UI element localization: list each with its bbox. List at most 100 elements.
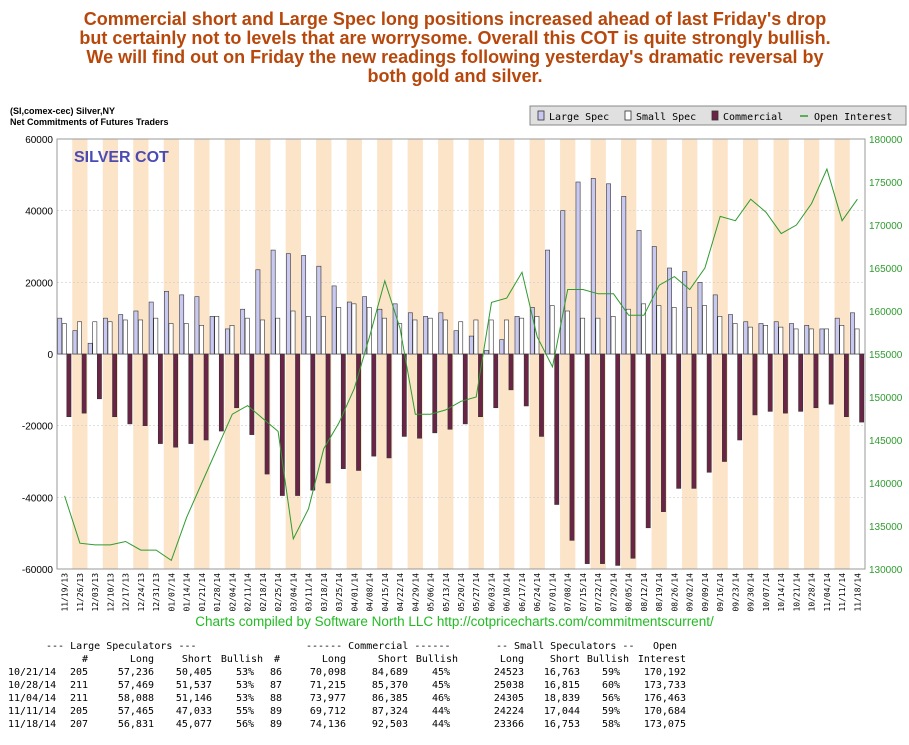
table-cell: 173,733 — [643, 680, 686, 691]
table-cell: 89 — [270, 706, 283, 717]
large-spec-bar — [331, 285, 337, 355]
table-cell: 17,044 — [543, 706, 580, 717]
commercial-bar — [645, 353, 651, 529]
large-spec-bar — [164, 290, 169, 355]
x-tick-label: 09/30/14 — [747, 573, 756, 612]
commercial-bar — [676, 353, 682, 489]
commercial-bar — [386, 353, 392, 459]
x-tick-label: 08/12/14 — [640, 573, 649, 612]
large-spec-bar — [850, 312, 855, 355]
commercial-bar — [737, 353, 743, 441]
small-spec-bar — [610, 316, 616, 355]
table-cell: 11/04/14 — [8, 693, 57, 704]
commercial-bar — [615, 353, 621, 566]
open-interest-line — [64, 167, 858, 562]
table-cell: 59% — [601, 667, 620, 678]
commercial-bar — [81, 353, 87, 414]
small-spec-bar — [580, 317, 586, 355]
large-spec-bar — [87, 342, 93, 355]
table-cell: 51,146 — [175, 693, 212, 704]
x-tick-label: 09/16/14 — [716, 573, 725, 612]
small-spec-bar — [107, 321, 113, 355]
small-spec-bar — [763, 325, 768, 355]
x-tick-label: 03/25/14 — [335, 573, 344, 612]
x-tick-label: 07/29/14 — [610, 573, 619, 612]
small-spec-bar — [854, 328, 860, 355]
large-spec-bar — [255, 269, 261, 355]
table-cell: 59% — [601, 706, 620, 717]
legend-label-small-spec: Small Spec — [636, 112, 696, 123]
table-cell: 11/11/14 — [8, 706, 57, 717]
x-tick-label: 11/19/13 — [61, 573, 70, 612]
large-spec-bar — [72, 330, 78, 355]
x-axis-labels: 11/19/13 11/26/13 12/03/13 12/10/13 12/17/13… — [61, 573, 863, 612]
commercial-bar — [630, 353, 636, 559]
small-spec-bar — [122, 319, 128, 355]
small-spec-bar — [168, 323, 174, 355]
large-spec-bar — [743, 321, 749, 355]
large-spec-bar — [179, 294, 185, 355]
commercial-bar — [173, 353, 179, 448]
x-tick-label: 11/18/14 — [853, 573, 862, 612]
commercial-bar — [691, 353, 697, 489]
large-spec-bar — [103, 317, 108, 355]
x-tick-label: 04/15/14 — [381, 573, 390, 612]
x-tick-label: 12/31/13 — [152, 573, 161, 612]
small-spec-bar — [519, 317, 525, 355]
table-cell: 46% — [431, 693, 450, 704]
legend-swatch-commercial — [711, 110, 719, 121]
legend-label-commercial: Commercial — [723, 112, 783, 123]
small-spec-bar — [732, 323, 738, 355]
table-cell: 24224 — [493, 706, 524, 717]
y-left-tick-label: -20000 — [22, 422, 54, 433]
legend-label-open-interest: Open Interest — [814, 112, 892, 123]
table-cell: 170,684 — [643, 706, 686, 717]
x-tick-label: 02/25/14 — [274, 573, 283, 612]
table-cell: 69,712 — [309, 706, 346, 717]
table-cell: 57,236 — [117, 667, 154, 678]
table-cell: 10/28/14 — [8, 680, 57, 691]
large-spec-bar — [301, 255, 307, 355]
x-tick-label: 01/28/14 — [213, 573, 222, 612]
headline-line: Commercial short and Large Spec long pos… — [83, 9, 827, 29]
chart-header-line1: (SI,comex-cec) Silver,NY — [10, 106, 115, 116]
x-tick-label: 07/01/14 — [549, 573, 558, 612]
chart-header-line2: Net Commitments of Futures Traders — [10, 117, 169, 127]
x-tick-label: 02/18/14 — [259, 573, 268, 612]
small-spec-bar — [275, 317, 281, 355]
commercial-bar — [112, 353, 118, 418]
x-tick-label: 11/11/14 — [838, 573, 847, 612]
table-cell: 176,463 — [643, 693, 686, 704]
x-tick-label: 11/26/13 — [76, 573, 85, 612]
large-spec-bar — [270, 249, 276, 355]
table-cell: 87 — [270, 680, 283, 691]
large-spec-bar — [453, 330, 459, 355]
table-cell: 45,077 — [175, 719, 212, 730]
y-right-tick-label: 175000 — [869, 178, 903, 189]
y-right-tick-label: 150000 — [869, 393, 903, 404]
large-spec-bar — [758, 323, 764, 355]
table-cell: 70,098 — [309, 667, 346, 678]
x-tick-label: 04/08/14 — [366, 573, 375, 612]
table-cell: 23366 — [493, 719, 524, 730]
column-header: Long — [321, 654, 346, 665]
large-spec-bar — [148, 301, 154, 355]
column-header: Bullish — [415, 654, 458, 665]
commercial-bar — [142, 353, 148, 426]
small-spec-bar — [839, 325, 845, 355]
large-spec-bar — [118, 314, 124, 355]
y-left-tick-label: -60000 — [22, 565, 54, 576]
commercial-bar — [722, 353, 727, 462]
column-header: Bullish — [586, 654, 629, 665]
table-cell: 55% — [235, 706, 254, 717]
large-spec-bar — [545, 249, 550, 355]
small-spec-bar — [641, 303, 647, 355]
large-spec-bar — [514, 316, 520, 355]
cot-chart: (SI,comex-cec) Silver,NY Net Commitments… — [10, 105, 907, 612]
y-right-tick-label: 160000 — [869, 307, 903, 318]
commercial-bar — [325, 353, 331, 484]
y-right-tick-label: 145000 — [869, 436, 903, 447]
small-spec-bar — [671, 307, 677, 355]
table-cell: 71,215 — [309, 680, 346, 691]
table-cell: 56% — [235, 719, 254, 730]
